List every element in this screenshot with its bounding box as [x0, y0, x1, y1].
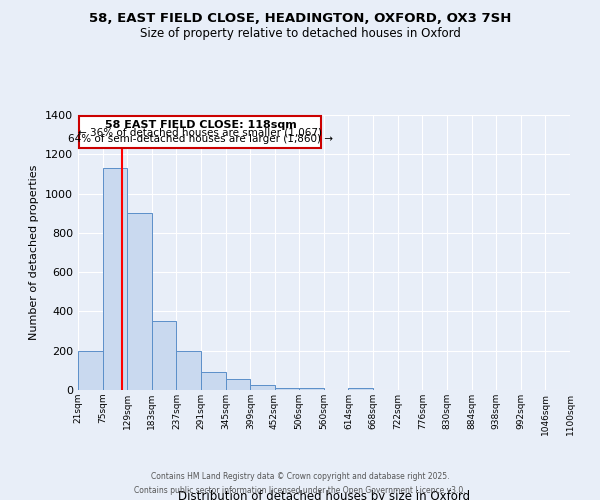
- Text: ← 36% of detached houses are smaller (1,067): ← 36% of detached houses are smaller (1,…: [79, 128, 322, 138]
- Text: Size of property relative to detached houses in Oxford: Size of property relative to detached ho…: [140, 28, 460, 40]
- Text: 64% of semi-detached houses are larger (1,860) →: 64% of semi-detached houses are larger (…: [68, 134, 333, 144]
- Bar: [275, 388, 299, 390]
- Bar: [103, 168, 127, 390]
- Text: 58 EAST FIELD CLOSE: 118sqm: 58 EAST FIELD CLOSE: 118sqm: [104, 120, 296, 130]
- Text: 58, EAST FIELD CLOSE, HEADINGTON, OXFORD, OX3 7SH: 58, EAST FIELD CLOSE, HEADINGTON, OXFORD…: [89, 12, 511, 26]
- Y-axis label: Number of detached properties: Number of detached properties: [29, 165, 40, 340]
- Text: Contains HM Land Registry data © Crown copyright and database right 2025.: Contains HM Land Registry data © Crown c…: [151, 472, 449, 481]
- Bar: [299, 388, 324, 390]
- Bar: [152, 322, 176, 390]
- Bar: [226, 379, 250, 390]
- Bar: [201, 372, 226, 390]
- Bar: [349, 388, 373, 390]
- Text: Contains public sector information licensed under the Open Government Licence v3: Contains public sector information licen…: [134, 486, 466, 495]
- X-axis label: Distribution of detached houses by size in Oxford: Distribution of detached houses by size …: [178, 490, 470, 500]
- Bar: [250, 385, 275, 390]
- Bar: [176, 350, 201, 390]
- FancyBboxPatch shape: [79, 116, 322, 148]
- Bar: [78, 350, 103, 390]
- Bar: [127, 213, 152, 390]
